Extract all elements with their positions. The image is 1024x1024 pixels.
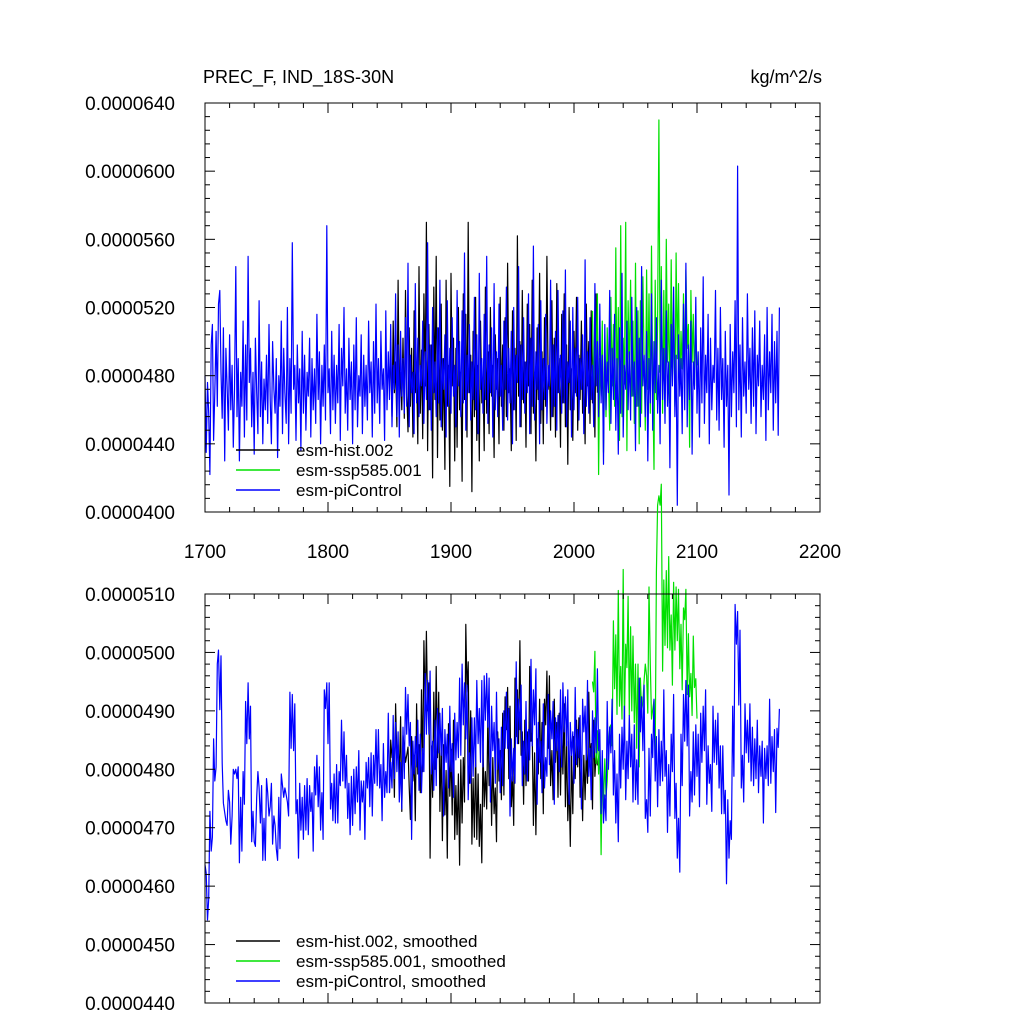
bottom-ytick-label: 0.0000490 — [85, 702, 175, 723]
top-ytick-label: 0.0000400 — [85, 503, 175, 524]
top-xtick-label: 2100 — [676, 542, 718, 563]
top-xtick-label: 1800 — [307, 542, 349, 563]
bottom-ytick-label: 0.0000510 — [85, 585, 175, 606]
bottom-legend-label: esm-ssp585.001, smoothed — [296, 952, 506, 971]
chart-title: PREC_F, IND_18S-30N — [203, 67, 394, 88]
top-axis-ticks: 0.0000400 0.0000440 0.0000480 0.0000520 0.00… — [85, 94, 841, 563]
bottom-ytick-label: 0.0000450 — [85, 936, 175, 957]
top-panel: PREC_F, IND_18S-30N kg/m^2/s 0.00004000.… — [85, 67, 841, 563]
top-legend-label: esm-ssp585.001 — [296, 461, 422, 480]
top-ytick-label: 0.0000440 — [85, 435, 175, 456]
top-series-lines — [204, 119, 780, 506]
bottom-axis-ticks: 0.0000440 0.0000450 0.0000460 0.0000470 0.00… — [85, 585, 821, 1015]
top-series-line-1 — [591, 119, 698, 476]
top-xtick-label: 2000 — [553, 542, 595, 563]
bottom-ytick-label: 0.0000460 — [85, 877, 175, 898]
bottom-legend-label: esm-hist.002, smoothed — [296, 932, 477, 951]
top-legend-label: esm-hist.002 — [296, 441, 393, 460]
bottom-panel: 0.0000440 0.0000450 0.0000460 0.0000470 0.00… — [85, 483, 821, 1015]
bottom-plot-frame — [204, 593, 821, 1004]
top-ytick-label: 0.0000560 — [85, 230, 175, 251]
top-xtick-label: 1700 — [184, 542, 226, 563]
bottom-ytick-label: 0.0000480 — [85, 760, 175, 781]
units-label: kg/m^2/s — [751, 67, 822, 87]
top-xtick-label: 1900 — [430, 542, 472, 563]
top-ytick-label: 0.0000480 — [85, 367, 175, 388]
top-ytick-label: 0.0000600 — [85, 162, 175, 183]
bottom-series-lines — [204, 483, 780, 921]
top-ytick-label: 0.0000520 — [85, 299, 175, 320]
bottom-ytick-label: 0.0000500 — [85, 643, 175, 664]
bottom-ytick-label: 0.0000440 — [85, 994, 175, 1015]
bottom-series-line-2 — [204, 603, 780, 921]
top-ytick-label: 0.0000640 — [85, 94, 175, 115]
bottom-legend-label: esm-piControl, smoothed — [296, 972, 486, 991]
top-legend-label: esm-piControl — [296, 481, 402, 500]
bottom-ytick-label: 0.0000470 — [85, 819, 175, 840]
top-plot-frame — [204, 102, 821, 513]
bottom-series-line-0 — [388, 623, 598, 866]
top-series-line-2 — [204, 165, 780, 506]
top-xtick-label: 2200 — [799, 542, 841, 563]
